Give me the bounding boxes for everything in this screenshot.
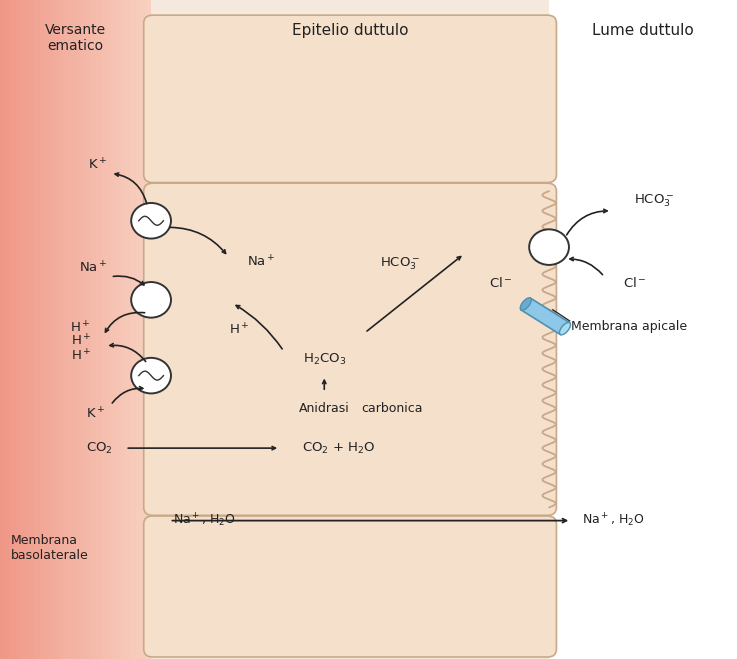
Polygon shape bbox=[41, 0, 46, 659]
Circle shape bbox=[529, 229, 569, 265]
Polygon shape bbox=[80, 0, 85, 659]
Polygon shape bbox=[131, 0, 136, 659]
Ellipse shape bbox=[520, 298, 531, 310]
Text: HCO$_3^-$: HCO$_3^-$ bbox=[634, 192, 674, 210]
Polygon shape bbox=[30, 0, 35, 659]
Text: Epitelio duttulo: Epitelio duttulo bbox=[292, 23, 408, 38]
Text: CO$_2$: CO$_2$ bbox=[86, 441, 113, 455]
Text: H$^+$: H$^+$ bbox=[70, 320, 91, 335]
Polygon shape bbox=[46, 0, 50, 659]
FancyBboxPatch shape bbox=[144, 15, 556, 183]
Polygon shape bbox=[75, 0, 80, 659]
Polygon shape bbox=[25, 0, 30, 659]
Text: H$_2$CO$_3$: H$_2$CO$_3$ bbox=[303, 352, 346, 366]
FancyBboxPatch shape bbox=[144, 516, 556, 657]
Polygon shape bbox=[549, 0, 737, 659]
Bar bbox=[521, 298, 570, 335]
Polygon shape bbox=[136, 0, 141, 659]
Polygon shape bbox=[15, 0, 20, 659]
Polygon shape bbox=[111, 0, 116, 659]
Polygon shape bbox=[91, 0, 96, 659]
Polygon shape bbox=[66, 0, 71, 659]
Polygon shape bbox=[20, 0, 25, 659]
Text: H$^+$: H$^+$ bbox=[229, 322, 250, 337]
Ellipse shape bbox=[559, 322, 570, 335]
Text: Membrana
basolaterale: Membrana basolaterale bbox=[11, 534, 88, 561]
Text: CO$_2$ + H$_2$O: CO$_2$ + H$_2$O bbox=[302, 441, 376, 455]
FancyBboxPatch shape bbox=[144, 183, 556, 515]
Polygon shape bbox=[106, 0, 111, 659]
Text: HCO$_3^-$: HCO$_3^-$ bbox=[380, 255, 420, 272]
Text: Na$^+$: Na$^+$ bbox=[80, 260, 108, 276]
Polygon shape bbox=[101, 0, 106, 659]
Text: K$^+$: K$^+$ bbox=[88, 157, 108, 173]
Text: Na$^+$, H$_2$O: Na$^+$, H$_2$O bbox=[173, 512, 236, 529]
Polygon shape bbox=[126, 0, 131, 659]
Text: H$^+$: H$^+$ bbox=[71, 348, 92, 364]
Polygon shape bbox=[50, 0, 55, 659]
Polygon shape bbox=[0, 0, 5, 659]
Polygon shape bbox=[146, 0, 151, 659]
Polygon shape bbox=[151, 0, 549, 659]
Text: Cl$^-$: Cl$^-$ bbox=[623, 276, 646, 291]
Polygon shape bbox=[85, 0, 91, 659]
Polygon shape bbox=[35, 0, 41, 659]
Polygon shape bbox=[96, 0, 101, 659]
Polygon shape bbox=[60, 0, 66, 659]
Text: Cl$^-$: Cl$^-$ bbox=[489, 276, 513, 291]
Polygon shape bbox=[5, 0, 10, 659]
Polygon shape bbox=[71, 0, 75, 659]
Polygon shape bbox=[121, 0, 126, 659]
Text: H$^+$: H$^+$ bbox=[71, 333, 92, 349]
Text: Lume duttulo: Lume duttulo bbox=[592, 23, 694, 38]
Text: K$^+$: K$^+$ bbox=[86, 406, 105, 422]
Polygon shape bbox=[116, 0, 121, 659]
Text: Na$^+$: Na$^+$ bbox=[247, 254, 276, 270]
Text: Versante
ematico: Versante ematico bbox=[45, 23, 106, 53]
Text: Na$^+$, H$_2$O: Na$^+$, H$_2$O bbox=[582, 512, 645, 529]
Circle shape bbox=[131, 203, 171, 239]
Text: Anidrasi: Anidrasi bbox=[298, 402, 349, 415]
Polygon shape bbox=[10, 0, 15, 659]
Polygon shape bbox=[55, 0, 60, 659]
Text: Membrana apicale: Membrana apicale bbox=[571, 320, 688, 333]
Polygon shape bbox=[141, 0, 146, 659]
Circle shape bbox=[131, 358, 171, 393]
Text: carbonica: carbonica bbox=[361, 402, 422, 415]
Circle shape bbox=[131, 282, 171, 318]
